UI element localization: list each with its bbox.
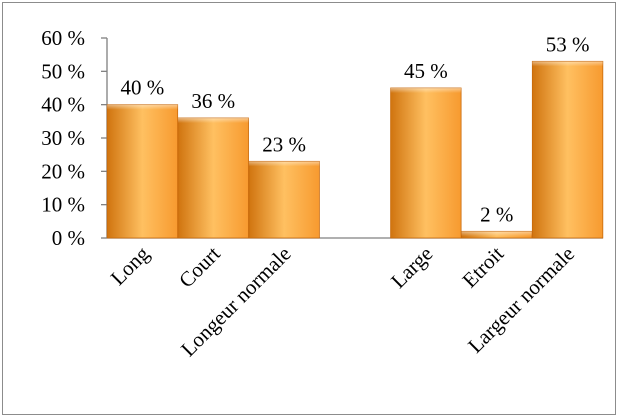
bar-highlight <box>461 231 532 237</box>
data-label: 45 % <box>404 59 448 83</box>
y-tick-label: 0 % <box>52 226 85 250</box>
category-label: Etroit <box>457 241 508 292</box>
bar-highlight <box>390 88 462 93</box>
data-label: 2 % <box>480 202 513 226</box>
y-tick-label: 60 % <box>41 26 85 50</box>
y-tick-label: 40 % <box>41 93 85 117</box>
bar <box>531 60 604 239</box>
category-label: Large <box>386 242 437 293</box>
y-tick-label: 50 % <box>41 59 85 83</box>
data-label: 53 % <box>546 32 590 56</box>
y-tick-label: 20 % <box>41 159 85 183</box>
category-label: Court <box>174 241 225 292</box>
bar <box>390 87 462 239</box>
bar-highlight <box>178 118 249 123</box>
bar-highlight <box>248 161 320 167</box>
data-label: 36 % <box>191 89 235 113</box>
data-label: 23 % <box>262 132 306 156</box>
y-tick-label: 30 % <box>41 126 85 150</box>
bar-highlight <box>532 61 603 67</box>
bar <box>106 104 179 239</box>
category-label: Long <box>106 241 155 290</box>
y-tick-label: 10 % <box>41 193 85 217</box>
bar <box>177 117 249 239</box>
data-label: 40 % <box>121 76 165 100</box>
bar-highlight <box>107 104 178 110</box>
bar <box>248 160 320 239</box>
